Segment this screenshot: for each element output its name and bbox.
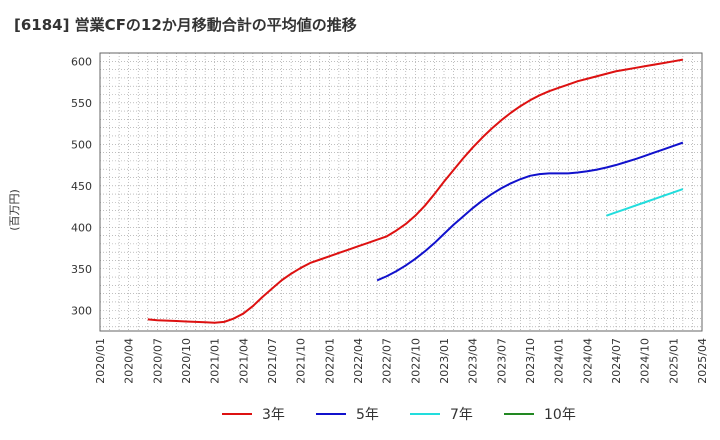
series-lines bbox=[147, 58, 684, 324]
x-tick-label: 2020/04 bbox=[123, 338, 136, 384]
plot-frame bbox=[99, 52, 703, 332]
x-tick-label: 2024/04 bbox=[581, 338, 594, 384]
x-tick-label: 2022/07 bbox=[381, 338, 394, 384]
x-tick-label: 2025/04 bbox=[696, 338, 709, 384]
legend-item-0: 3年 bbox=[222, 407, 285, 423]
x-tick-label: 2024/07 bbox=[610, 338, 623, 384]
legend-label: 3年 bbox=[262, 407, 285, 423]
x-tick-label: 2020/07 bbox=[151, 338, 164, 384]
x-tick-label: 2022/01 bbox=[323, 338, 336, 384]
y-tick-label: 550 bbox=[71, 97, 92, 110]
y-tick-label: 450 bbox=[71, 180, 92, 193]
y-tick-label: 300 bbox=[71, 304, 92, 317]
legend-item-3: 10年 bbox=[504, 407, 576, 423]
x-tick-label: 2020/01 bbox=[94, 338, 107, 384]
x-tick-label: 2022/04 bbox=[352, 338, 365, 384]
x-tick-label: 2023/01 bbox=[438, 338, 451, 384]
y-tick-label: 500 bbox=[71, 138, 92, 151]
x-tick-label: 2021/01 bbox=[209, 338, 222, 384]
legend-item-2: 7年 bbox=[410, 407, 473, 423]
x-tick-label: 2024/01 bbox=[553, 338, 566, 384]
x-tick-label: 2021/10 bbox=[295, 338, 308, 384]
x-tick-label: 2024/10 bbox=[639, 338, 652, 384]
chart-title: [6184] 営業CFの12か月移動合計の平均値の推移 bbox=[14, 16, 357, 34]
x-tick-label: 2021/07 bbox=[266, 338, 279, 384]
y-tick-labels: 300 350 400 450 500 550 600 bbox=[71, 55, 92, 317]
x-tick-label: 2020/10 bbox=[180, 338, 193, 384]
x-tick-labels: 2020/01 2020/04 2020/07 2020/10 2021/01 2021/… bbox=[94, 338, 709, 384]
x-tick-label: 2022/10 bbox=[409, 338, 422, 384]
y-tick-label: 400 bbox=[71, 221, 92, 234]
series-line-1 bbox=[376, 141, 684, 282]
legend-item-1: 5年 bbox=[316, 407, 379, 423]
x-tick-label: 2021/04 bbox=[237, 338, 250, 384]
x-tick-label: 2025/01 bbox=[667, 338, 680, 384]
x-tick-label: 2023/04 bbox=[467, 338, 480, 384]
y-tick-label: 350 bbox=[71, 263, 92, 276]
legend-label: 7年 bbox=[450, 407, 473, 423]
legend-label: 10年 bbox=[544, 407, 576, 423]
legend: 3年 5年 7年 10年 bbox=[222, 407, 576, 423]
x-tick-label: 2023/10 bbox=[524, 338, 537, 384]
grid bbox=[99, 52, 703, 331]
series-line-0 bbox=[147, 58, 684, 324]
x-tick-label: 2023/07 bbox=[495, 338, 508, 384]
series-line-2 bbox=[606, 188, 684, 217]
y-tick-label: 600 bbox=[71, 55, 92, 68]
legend-label: 5年 bbox=[356, 407, 379, 423]
